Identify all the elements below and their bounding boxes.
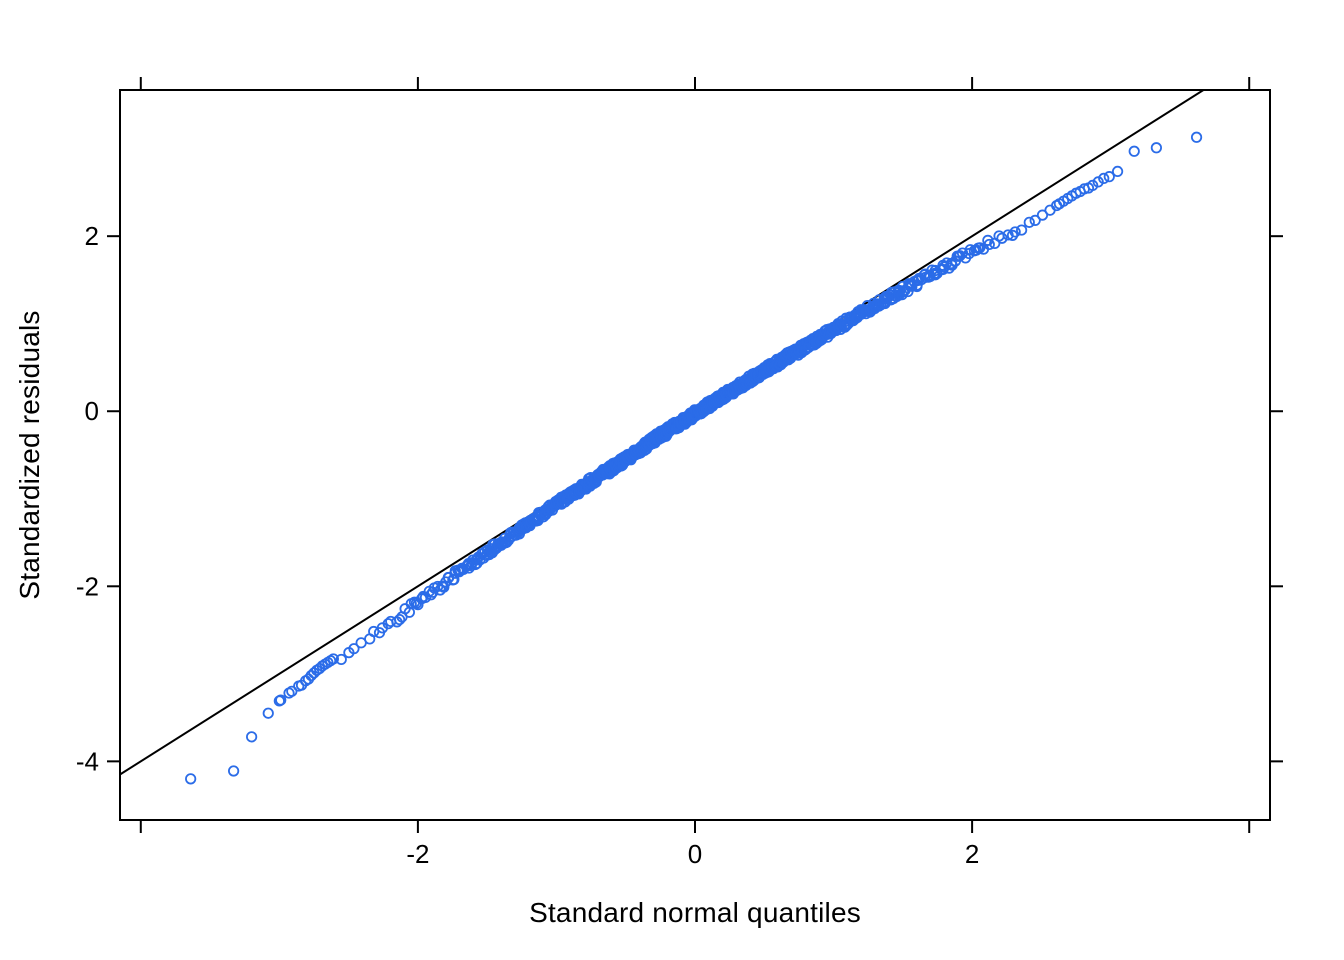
data-point [286,685,298,697]
data-point [1002,229,1014,241]
axis-tick-labels: -2 0 2 -4 -2 0 2 [76,221,979,869]
y-tick-label: 0 [85,396,99,426]
plot-border [119,89,1271,821]
data-point [1044,204,1056,216]
x-axis-title: Standard normal quantiles [529,897,861,928]
x-tick-label: 2 [965,839,979,869]
data-points-right-tail [1051,131,1203,212]
data-point [1023,216,1035,228]
data-point [246,731,258,743]
x-tick-label: 0 [688,839,702,869]
y-axis-title: Standardized residuals [14,310,45,600]
data-point [1128,145,1140,157]
data-points-band [335,204,1056,666]
data-point [228,765,240,777]
data-point [348,643,360,655]
data-point [1009,226,1021,238]
data-point [1092,176,1104,188]
data-point [1029,214,1041,226]
data-point [1098,172,1110,185]
data-point [262,707,274,719]
data-point [996,232,1008,244]
data-point [185,773,197,785]
data-point [393,613,406,626]
data-point [1150,142,1162,154]
data-point [983,238,995,251]
data-point [425,589,437,601]
data-point [327,653,339,665]
y-tick-label: -2 [76,571,99,601]
data-point [275,694,287,706]
data-point [1190,131,1203,143]
data-point [1087,179,1099,192]
data-point [1103,171,1115,183]
data-points-left-tail [185,653,339,785]
data-point [1016,224,1028,236]
x-tick-label: -2 [406,839,429,869]
data-point [335,653,347,666]
data-point [1036,209,1049,221]
axis-ticks [107,77,1283,833]
y-tick-label: -4 [76,746,99,776]
data-point [1111,165,1124,178]
y-tick-label: 2 [85,221,99,251]
